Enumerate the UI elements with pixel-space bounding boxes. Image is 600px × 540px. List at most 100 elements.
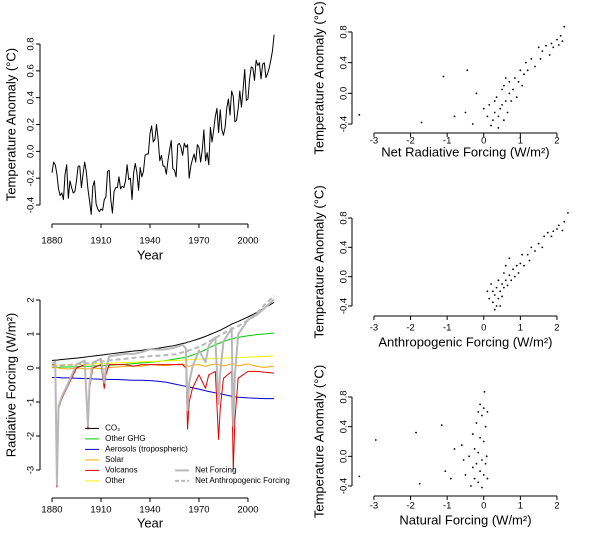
point: [482, 107, 485, 110]
point: [462, 459, 465, 461]
y-tick-label: 0.8: [339, 390, 350, 403]
point: [559, 34, 562, 37]
point: [550, 235, 553, 238]
point: [475, 422, 478, 424]
point: [517, 80, 520, 83]
point: [483, 390, 486, 393]
point: [358, 113, 361, 116]
y-tick-label: 0.4: [26, 91, 37, 104]
point: [471, 466, 474, 469]
x-tick-label: 2000: [237, 505, 258, 516]
point: [506, 111, 509, 114]
point: [501, 283, 503, 285]
y-tick-label: -0.4: [339, 298, 350, 314]
point: [493, 100, 496, 102]
y-tick-label: 0.6: [26, 64, 37, 77]
x-tick-label: 0: [481, 323, 486, 334]
point: [481, 486, 483, 489]
x-axis-title: Anthropogenic Forcing (W/m²): [378, 334, 552, 349]
point: [473, 448, 476, 450]
point: [561, 40, 564, 43]
y-tick-label: 0: [26, 365, 37, 370]
panel: -0.4 0.0 0.4 0.8 -3 -2 -1 0 1 2 Natural Forcing (W…: [311, 365, 559, 528]
point: [358, 475, 361, 478]
point: [488, 297, 491, 300]
point: [512, 88, 514, 91]
y-tick-label: 1: [26, 331, 37, 336]
point: [453, 448, 456, 450]
point: [460, 444, 463, 447]
y-tick-label: -2: [26, 432, 37, 440]
point: [449, 477, 452, 480]
point: [464, 473, 467, 476]
point: [482, 473, 485, 476]
point: [486, 410, 489, 413]
point: [510, 100, 513, 102]
x-tick-label: -3: [370, 136, 378, 147]
y-tick-label: 0.0: [339, 450, 350, 463]
point: [479, 403, 481, 406]
x-tick-label: -2: [406, 323, 414, 334]
point: [490, 283, 492, 285]
point: [493, 308, 496, 311]
x-tick-label: 1880: [41, 236, 62, 247]
point: [513, 275, 516, 278]
point: [526, 69, 529, 72]
legend-label: Solar: [105, 455, 124, 464]
x-tick-label: -2: [406, 136, 414, 147]
point: [508, 92, 511, 95]
x-tick-label: -1: [443, 501, 451, 512]
x-tick-label: 2: [554, 323, 559, 334]
x-axis-title: Net Radiative Forcing (W/m²): [381, 144, 549, 159]
point: [543, 235, 546, 238]
point: [477, 410, 480, 413]
point: [418, 482, 421, 485]
point: [521, 253, 524, 256]
x-tick-label: 0: [481, 501, 486, 512]
point: [502, 119, 505, 122]
point: [502, 272, 505, 274]
point: [477, 481, 480, 484]
point: [490, 124, 492, 127]
point: [512, 268, 514, 271]
point: [548, 54, 551, 56]
point: [513, 77, 516, 79]
legend-label: Net Anthropogenic Forcing: [195, 476, 290, 485]
point: [479, 470, 481, 473]
y-axis-title: Temperature Anomaly (°C): [311, 1, 326, 154]
point: [504, 77, 507, 79]
point: [473, 477, 476, 480]
point: [546, 231, 549, 234]
point: [552, 46, 555, 49]
point: [537, 46, 540, 49]
point: [497, 115, 500, 118]
point: [521, 84, 524, 87]
point: [508, 257, 511, 260]
point: [515, 96, 518, 99]
point: [471, 433, 474, 435]
y-tick-label: 0.2: [26, 118, 37, 131]
point: [563, 220, 566, 223]
point: [444, 470, 447, 473]
x-axis-title: Year: [137, 515, 164, 530]
point: [495, 305, 498, 307]
point: [497, 126, 500, 129]
point: [567, 211, 569, 214]
point: [556, 228, 558, 230]
point: [524, 61, 527, 64]
point: [561, 229, 564, 232]
point: [502, 286, 505, 289]
x-tick-label: -1: [443, 323, 451, 334]
legend-label: Aerosols (tropospheric): [105, 445, 188, 454]
y-tick-label: -0.4: [26, 197, 37, 213]
point: [515, 264, 518, 267]
x-tick-label: 1880: [41, 505, 62, 516]
point: [497, 279, 500, 282]
point: [501, 88, 503, 91]
y-tick-label: 0.0: [26, 145, 37, 158]
y-axis-title: Temperature Anomaly (°C): [311, 365, 326, 518]
legend-label: Other GHG: [105, 434, 145, 443]
point: [420, 121, 423, 124]
point: [475, 92, 478, 95]
